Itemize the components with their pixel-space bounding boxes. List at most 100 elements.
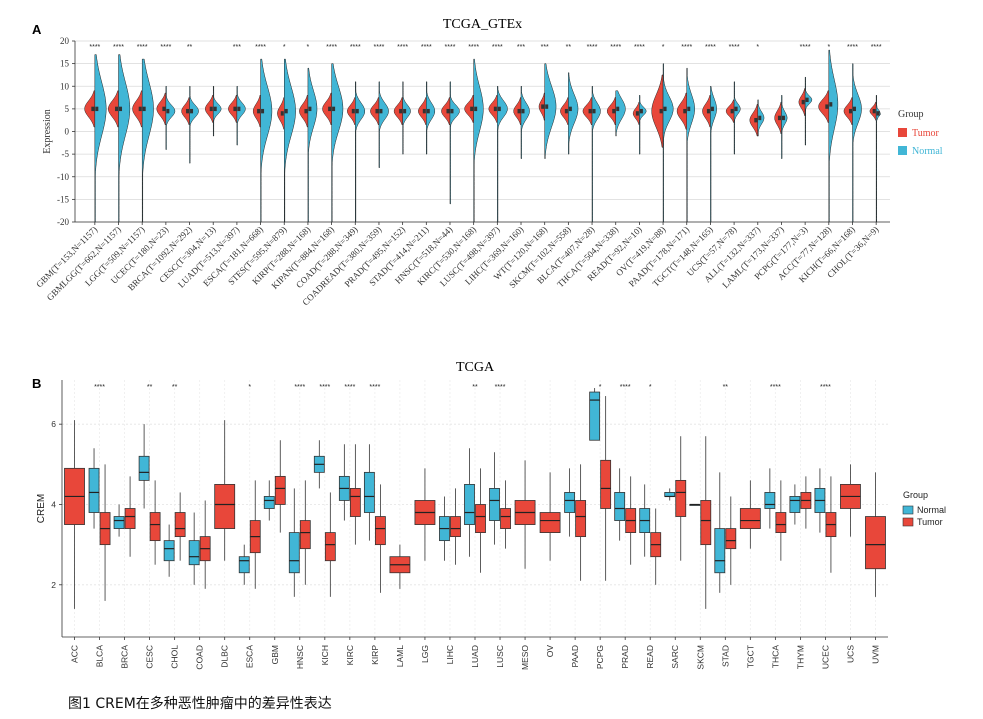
tumor-box (324, 532, 336, 562)
box-normal (781, 115, 785, 121)
legend-label-normal: Normal (912, 146, 943, 157)
normal-box (789, 496, 801, 513)
violin-normal (260, 58, 273, 223)
box-tumor (848, 108, 852, 114)
normal-box (489, 488, 500, 521)
significance-label: **** (847, 44, 858, 51)
box-tumor (328, 106, 332, 112)
box-normal (261, 108, 265, 114)
violin-tumor (299, 95, 309, 128)
x-tick-label: DLBC (220, 645, 230, 668)
significance-label: **** (705, 44, 716, 51)
x-tick-label: PAAD (570, 645, 580, 668)
normal-box (188, 540, 200, 566)
y-tick-label: -15 (57, 194, 69, 204)
significance-label: **** (350, 44, 361, 51)
tumor-box (539, 512, 561, 533)
significance-label: **** (587, 44, 598, 51)
significance-label: **** (89, 44, 100, 51)
normal-box (288, 532, 300, 574)
panel-a: A TCGA_GTEx -20 -15 -10 -5 0 5 10 15 20 Expression G… (32, 17, 943, 307)
x-tick-label: UVM (870, 645, 880, 664)
significance-label: **** (800, 44, 811, 51)
violin-tumor (84, 90, 96, 128)
box-normal (734, 106, 738, 112)
violin-tumor (132, 90, 143, 128)
tumor-box (600, 459, 612, 509)
normal-box (363, 471, 375, 513)
violin-tumor (749, 104, 759, 137)
normal-box (564, 492, 576, 513)
tumor-box (124, 508, 136, 529)
significance-label: * (307, 44, 310, 51)
significance-label: **** (421, 44, 432, 51)
box-normal (829, 102, 833, 107)
box-tumor (138, 106, 142, 112)
box-normal (545, 104, 549, 109)
violin-tumor (228, 95, 238, 123)
significance-label: *** (541, 44, 549, 51)
normal-box (113, 516, 125, 529)
violin-normal (520, 86, 530, 159)
tumor-box (500, 508, 511, 529)
box-tumor (754, 117, 758, 123)
significance-label: **** (620, 384, 631, 391)
x-tick-label: KIRC (345, 645, 355, 665)
significance-label: **** (445, 44, 456, 51)
normal-box (138, 455, 150, 481)
box-tumor (209, 106, 213, 112)
tumor-box (174, 512, 186, 538)
tumor-box (865, 516, 886, 570)
box-normal (284, 108, 288, 114)
violin-normal (378, 81, 389, 168)
box-normal (568, 106, 572, 112)
y-tick-label: 0 (65, 127, 70, 137)
violin-tumor (818, 90, 830, 123)
tumor-box (475, 504, 486, 533)
y-tick-label: 5 (65, 104, 70, 114)
x-tick-label: CHOL (170, 645, 180, 669)
box-normal (663, 106, 667, 112)
x-tick-label: SARC (670, 645, 680, 669)
significance-label: * (599, 384, 602, 391)
significance-label: **** (770, 384, 781, 391)
legend-swatch-normal (902, 505, 914, 515)
violin-normal (141, 58, 154, 223)
x-tick-label: ESCA (245, 645, 255, 668)
legend-label-normal: Normal (917, 505, 946, 515)
tumor-box (775, 512, 787, 533)
legend-swatch-normal (898, 146, 907, 155)
box-tumor (280, 111, 284, 116)
normal-box (238, 556, 250, 574)
violin-tumor (441, 97, 451, 125)
tumor-box (575, 500, 587, 538)
y-tick-label: 10 (60, 81, 70, 91)
box-tumor (304, 108, 308, 114)
normal-box (163, 540, 175, 562)
panel-letter-a: A (32, 22, 42, 37)
legend-label-tumor: Tumor (917, 517, 943, 527)
violin-tumor (205, 95, 214, 123)
tumor-box (450, 516, 461, 538)
box-tumor (730, 108, 734, 114)
box-normal (758, 115, 762, 121)
box-normal (639, 108, 643, 114)
violin-normal (615, 90, 626, 137)
significance-label: **** (820, 384, 831, 391)
box-normal (213, 106, 217, 112)
box-normal (710, 106, 714, 112)
x-tick-label: UCEC (820, 645, 830, 669)
box-tumor (588, 108, 592, 114)
y-tick-label: -20 (57, 217, 69, 227)
y-tick-label: 6 (51, 419, 56, 429)
legend-swatch-tumor (902, 517, 914, 527)
box-tumor (659, 108, 663, 114)
box-normal (426, 108, 430, 114)
significance-label: **** (113, 44, 124, 51)
legend-title: Group (898, 109, 924, 120)
violin-normal (568, 72, 579, 155)
x-tick-label: STAD (720, 645, 730, 667)
normal-box (88, 467, 100, 513)
significance-label: **** (344, 384, 355, 391)
x-tick-label: BLCA (95, 645, 105, 668)
